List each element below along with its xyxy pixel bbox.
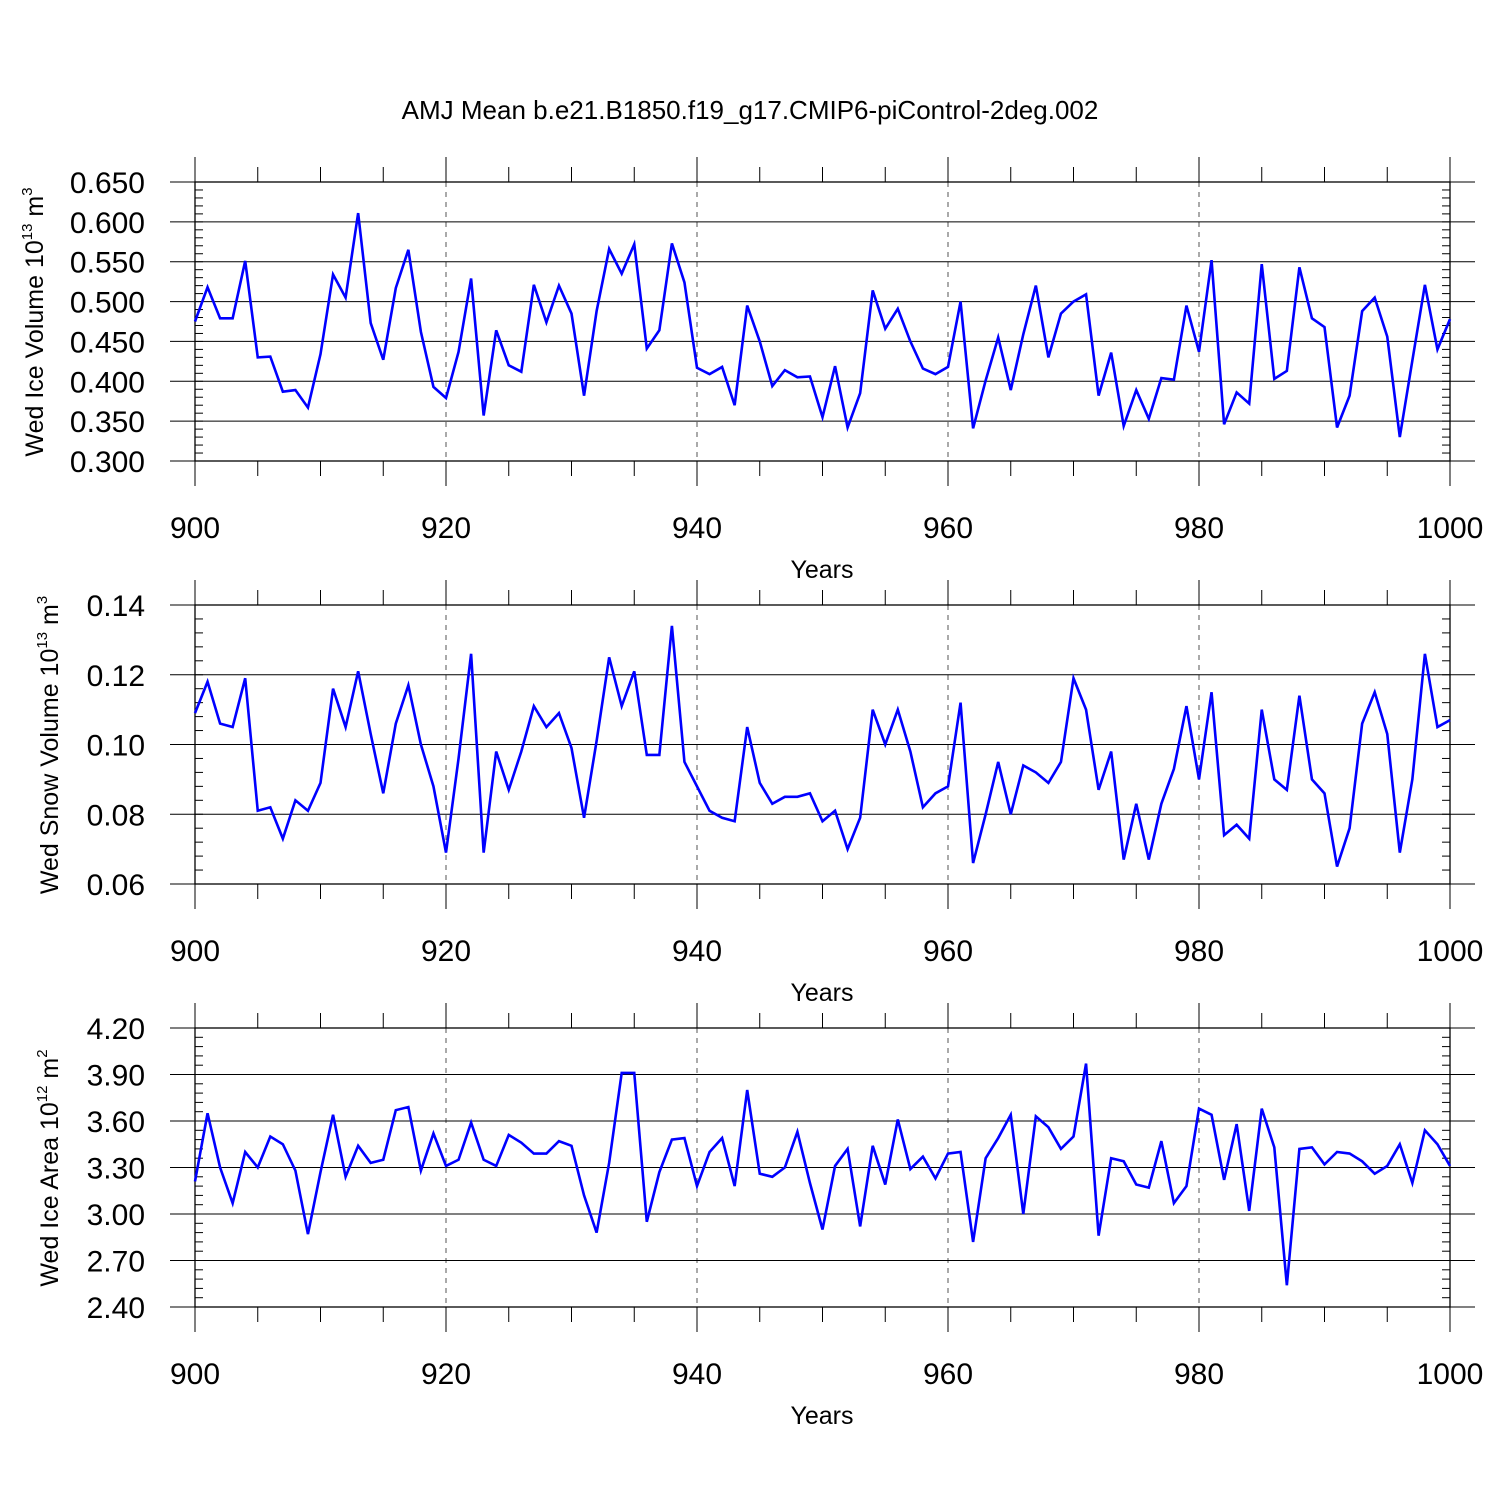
x-tick-label: 980 [1174, 935, 1224, 968]
x-tick-label: 920 [421, 512, 471, 545]
x-tick-label: 1000 [1417, 1358, 1484, 1391]
y-axis-label: Wed Ice Volume 1013 m3 [19, 187, 49, 456]
x-tick-label: 960 [923, 935, 973, 968]
y-tick-label: 0.450 [70, 326, 145, 359]
plot-frame [194, 1027, 1451, 1308]
x-tick-label: 940 [672, 935, 722, 968]
y-tick-label: 0.600 [70, 207, 145, 240]
y-tick-label: 0.14 [87, 590, 145, 623]
x-tick-label: 900 [170, 935, 220, 968]
y-tick-label: 0.10 [87, 730, 145, 763]
y-axis-label: Wed Ice Area 1012 m2 [34, 1049, 64, 1286]
y-tick-label: 0.400 [70, 366, 145, 399]
x-tick-label: 960 [923, 512, 973, 545]
x-tick-label: 960 [923, 1358, 973, 1391]
x-tick-label: 940 [672, 1358, 722, 1391]
x-axis-label: Years [790, 556, 853, 584]
y-tick-label: 3.00 [87, 1199, 145, 1232]
x-tick-label: 920 [421, 935, 471, 968]
x-tick-label: 900 [170, 1358, 220, 1391]
series-line [193, 212, 1452, 438]
y-tick-label: 3.60 [87, 1106, 145, 1139]
y-tick-label: 0.650 [70, 167, 145, 200]
y-tick-label: 0.12 [87, 660, 145, 693]
series-line [193, 625, 1451, 867]
y-axis-label: Wed Snow Volume 1013 m3 [34, 596, 64, 894]
y-tick-label: 0.08 [87, 799, 145, 832]
series-line [193, 1063, 1452, 1286]
y-tick-label: 3.30 [87, 1153, 145, 1186]
ice-area-panel: Wed Ice Area 1012 m2 Years 2.40 2.70 3.00 3… [34, 1003, 1483, 1430]
y-tick-label: 3.90 [87, 1060, 145, 1093]
x-axis-label: Years [790, 1402, 853, 1430]
y-tick-label: 0.300 [70, 446, 145, 479]
y-tick-label: 2.70 [87, 1246, 145, 1279]
ice-volume-panel: Wed Ice Volume 1013 m3 Years 0.300 0.350 0… [19, 157, 1483, 584]
x-axis-label: Years [790, 979, 853, 1007]
x-tick-label: 1000 [1417, 512, 1484, 545]
y-tick-label: 2.40 [87, 1292, 145, 1325]
x-tick-label: 900 [170, 512, 220, 545]
plot-frame [194, 604, 1451, 885]
y-tick-label: 0.350 [70, 406, 145, 439]
y-tick-label: 0.500 [70, 287, 145, 320]
chart-title: AMJ Mean b.e21.B1850.f19_g17.CMIP6-piCon… [402, 95, 1099, 125]
y-tick-label: 0.06 [87, 869, 145, 902]
x-tick-label: 920 [421, 1358, 471, 1391]
y-tick-label: 4.20 [87, 1013, 145, 1046]
x-tick-label: 940 [672, 512, 722, 545]
x-tick-label: 1000 [1417, 935, 1484, 968]
x-tick-label: 980 [1174, 512, 1224, 545]
snow-volume-panel: Wed Snow Volume 1013 m3 Years 0.06 0.08 0.… [34, 580, 1483, 1007]
x-tick-label: 980 [1174, 1358, 1224, 1391]
y-tick-label: 0.550 [70, 247, 145, 280]
